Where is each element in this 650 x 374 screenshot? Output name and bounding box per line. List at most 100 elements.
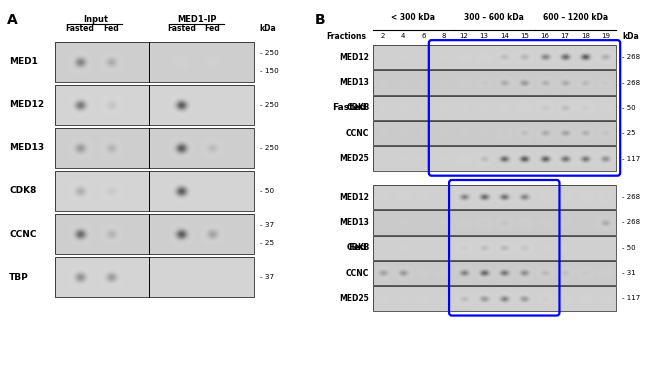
Text: CDK8: CDK8 xyxy=(346,243,369,252)
Bar xyxy=(55,85,254,125)
Bar xyxy=(55,128,254,168)
Bar xyxy=(372,261,616,285)
Text: 15: 15 xyxy=(520,33,529,39)
Text: 300 – 600 kDa: 300 – 600 kDa xyxy=(464,13,524,22)
Bar xyxy=(372,236,616,260)
Text: - 150: - 150 xyxy=(259,68,278,74)
Text: MED25: MED25 xyxy=(340,154,369,163)
Bar xyxy=(55,171,254,211)
Bar xyxy=(55,42,254,82)
Bar xyxy=(372,96,616,120)
Text: 16: 16 xyxy=(540,33,549,39)
Bar xyxy=(55,214,254,254)
Text: - 37: - 37 xyxy=(259,222,274,228)
Bar xyxy=(55,85,254,125)
Text: 12: 12 xyxy=(460,33,468,39)
Text: 14: 14 xyxy=(500,33,509,39)
Text: MED12: MED12 xyxy=(339,53,369,62)
Text: Fasted: Fasted xyxy=(66,24,94,33)
Text: CDK8: CDK8 xyxy=(9,187,36,196)
Bar xyxy=(55,171,254,211)
Text: A: A xyxy=(6,13,18,27)
Text: CCNC: CCNC xyxy=(346,269,369,278)
Text: - 250: - 250 xyxy=(259,145,278,151)
Text: kDa: kDa xyxy=(622,32,639,41)
Bar xyxy=(372,70,616,95)
Bar xyxy=(55,257,254,297)
Bar xyxy=(372,286,616,310)
Text: MED1-IP: MED1-IP xyxy=(177,15,216,24)
Text: MED1: MED1 xyxy=(9,57,38,66)
Text: - 268: - 268 xyxy=(622,220,640,226)
Bar xyxy=(55,257,254,297)
Text: - 268: - 268 xyxy=(622,54,640,60)
Text: MED13: MED13 xyxy=(339,78,369,87)
Text: Fed: Fed xyxy=(348,243,366,252)
Text: 4: 4 xyxy=(401,33,405,39)
Text: - 50: - 50 xyxy=(259,188,274,194)
Bar xyxy=(55,42,254,82)
Bar xyxy=(372,210,616,234)
Bar xyxy=(372,147,616,171)
Text: - 50: - 50 xyxy=(622,245,636,251)
Bar xyxy=(55,128,254,168)
Text: 8: 8 xyxy=(441,33,446,39)
Text: Fed: Fed xyxy=(103,24,119,33)
Text: 2: 2 xyxy=(381,33,385,39)
Text: 13: 13 xyxy=(480,33,489,39)
Bar xyxy=(372,210,616,234)
Text: - 31: - 31 xyxy=(622,270,636,276)
Text: - 37: - 37 xyxy=(259,274,274,280)
Bar xyxy=(372,70,616,95)
Text: - 250: - 250 xyxy=(259,50,278,56)
Text: kDa: kDa xyxy=(259,24,276,33)
Text: Input: Input xyxy=(83,15,108,24)
Text: Fed: Fed xyxy=(205,24,220,33)
Text: - 50: - 50 xyxy=(622,105,636,111)
Text: CCNC: CCNC xyxy=(9,230,37,239)
Bar xyxy=(55,42,254,82)
Bar xyxy=(55,128,254,168)
Text: TBP: TBP xyxy=(9,273,29,282)
Text: MED13: MED13 xyxy=(9,143,44,152)
Text: CDK8: CDK8 xyxy=(346,104,369,113)
Text: MED12: MED12 xyxy=(9,100,44,109)
Bar xyxy=(55,214,254,254)
Text: < 300 kDa: < 300 kDa xyxy=(391,13,436,22)
Text: Fractions: Fractions xyxy=(326,32,366,41)
Text: CCNC: CCNC xyxy=(346,129,369,138)
Bar xyxy=(372,147,616,171)
Text: B: B xyxy=(315,13,326,27)
Text: MED13: MED13 xyxy=(339,218,369,227)
Bar xyxy=(372,121,616,145)
Text: - 250: - 250 xyxy=(259,102,278,108)
Bar xyxy=(55,257,254,297)
Bar xyxy=(55,85,254,125)
Text: Fasted: Fasted xyxy=(167,24,196,33)
Text: - 268: - 268 xyxy=(622,80,640,86)
Text: Fasted: Fasted xyxy=(332,104,366,113)
Text: MED25: MED25 xyxy=(340,294,369,303)
Text: MED12: MED12 xyxy=(339,193,369,202)
Text: 17: 17 xyxy=(560,33,569,39)
Bar xyxy=(372,121,616,145)
Bar xyxy=(55,214,254,254)
Text: 600 – 1200 kDa: 600 – 1200 kDa xyxy=(543,13,608,22)
Bar xyxy=(372,286,616,310)
Bar xyxy=(372,45,616,70)
Text: - 25: - 25 xyxy=(622,130,636,136)
Bar xyxy=(372,185,616,209)
Bar xyxy=(372,45,616,70)
Bar xyxy=(372,236,616,260)
Text: - 268: - 268 xyxy=(622,194,640,200)
Bar xyxy=(372,96,616,120)
Text: - 25: - 25 xyxy=(259,240,274,246)
Text: 6: 6 xyxy=(421,33,426,39)
Text: - 117: - 117 xyxy=(622,295,640,301)
Bar xyxy=(372,261,616,285)
Text: 18: 18 xyxy=(580,33,590,39)
Text: - 117: - 117 xyxy=(622,156,640,162)
Text: 19: 19 xyxy=(601,33,610,39)
Bar xyxy=(372,185,616,209)
Bar xyxy=(55,171,254,211)
